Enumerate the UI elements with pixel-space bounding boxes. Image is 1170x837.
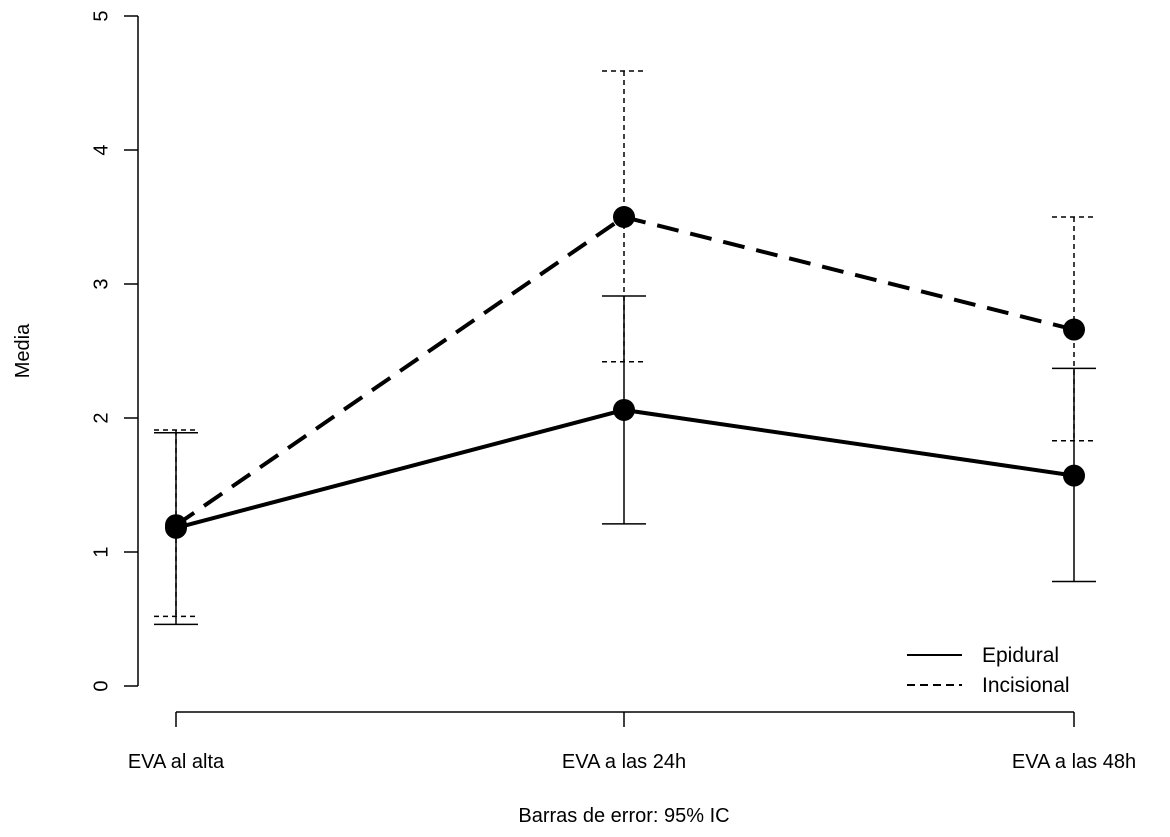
incisional-series-line xyxy=(174,214,1075,527)
y-tick-label-1: 1 xyxy=(90,546,112,557)
y-tick-label-0: 0 xyxy=(90,680,112,691)
legend: Epidural Incisional xyxy=(907,644,1070,697)
incisional-point-1 xyxy=(613,206,635,228)
y-axis-label: Media xyxy=(12,323,34,378)
y-tick-label-4: 4 xyxy=(90,144,112,155)
incisional-point-2 xyxy=(1063,318,1085,341)
plot-area xyxy=(154,70,1096,626)
y-axis: 0 1 2 3 4 5 xyxy=(90,10,139,692)
y-tick-label-5: 5 xyxy=(90,10,112,21)
legend-epidural-label: Epidural xyxy=(982,644,1059,667)
x-axis-label: Barras de error: 95% IC xyxy=(518,805,729,827)
legend-incisional-label: Incisional xyxy=(982,674,1070,697)
x-tick-label-2: EVA a las 48h xyxy=(1012,751,1136,773)
y-ticks: 0 1 2 3 4 5 xyxy=(90,10,138,692)
x-ticks: EVA al alta EVA a las 24h EVA a las 48h xyxy=(128,712,1136,773)
incisional-point-0 xyxy=(165,514,187,537)
y-tick-label-2: 2 xyxy=(90,412,112,423)
x-axis: EVA al alta EVA a las 24h EVA a las 48h xyxy=(128,711,1136,773)
epidural-point-2 xyxy=(1063,464,1085,487)
epidural-point-1 xyxy=(613,398,635,421)
x-tick-label-0: EVA al alta xyxy=(128,751,225,773)
x-tick-label-1: EVA a las 24h xyxy=(562,751,686,773)
epidural-series-line xyxy=(175,407,1075,530)
y-tick-label-3: 3 xyxy=(90,278,112,289)
